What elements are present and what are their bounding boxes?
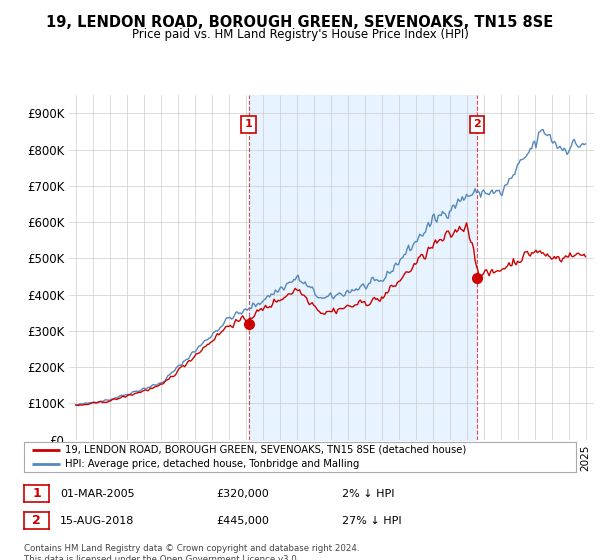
Text: Price paid vs. HM Land Registry's House Price Index (HPI): Price paid vs. HM Land Registry's House … bbox=[131, 28, 469, 41]
Text: 2% ↓ HPI: 2% ↓ HPI bbox=[342, 489, 395, 499]
Text: HPI: Average price, detached house, Tonbridge and Malling: HPI: Average price, detached house, Tonb… bbox=[65, 459, 360, 469]
Text: £445,000: £445,000 bbox=[216, 516, 269, 526]
Text: Contains HM Land Registry data © Crown copyright and database right 2024.
This d: Contains HM Land Registry data © Crown c… bbox=[24, 544, 359, 560]
Text: 1: 1 bbox=[245, 119, 253, 129]
Text: 27% ↓ HPI: 27% ↓ HPI bbox=[342, 516, 401, 526]
Text: 01-MAR-2005: 01-MAR-2005 bbox=[60, 489, 134, 499]
Text: 2: 2 bbox=[32, 514, 41, 527]
Text: 2: 2 bbox=[473, 119, 481, 129]
Text: 19, LENDON ROAD, BOROUGH GREEN, SEVENOAKS, TN15 8SE (detached house): 19, LENDON ROAD, BOROUGH GREEN, SEVENOAK… bbox=[65, 445, 467, 455]
Text: £320,000: £320,000 bbox=[216, 489, 269, 499]
Text: 15-AUG-2018: 15-AUG-2018 bbox=[60, 516, 134, 526]
Text: 19, LENDON ROAD, BOROUGH GREEN, SEVENOAKS, TN15 8SE: 19, LENDON ROAD, BOROUGH GREEN, SEVENOAK… bbox=[46, 15, 554, 30]
Text: 1: 1 bbox=[32, 487, 41, 500]
